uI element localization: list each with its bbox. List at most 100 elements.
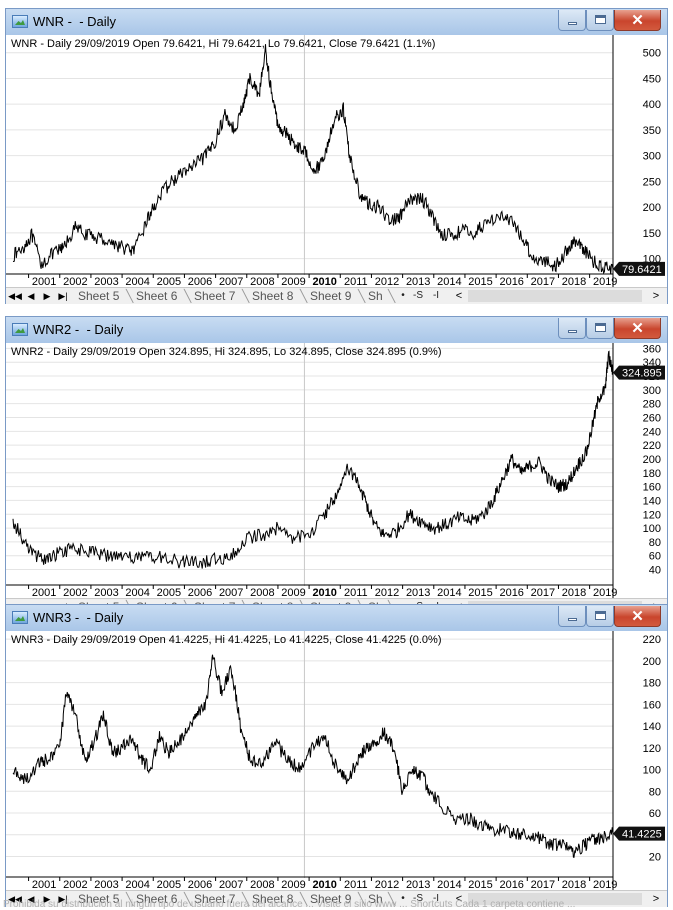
tab-separator: ╲ xyxy=(388,892,396,906)
x-tick-label: 2002 xyxy=(63,587,87,598)
close-button[interactable]: ✕ xyxy=(614,606,661,627)
sheet-tab-bar[interactable]: ◀◀◀▶▶|Sheet 5╲Sheet 6╲Sheet 7╲Sheet 8╲Sh… xyxy=(6,890,667,907)
y-tick-label: 200 xyxy=(643,656,661,668)
sheet-dot-button[interactable]: • xyxy=(401,893,405,904)
x-tick-label: 2007 xyxy=(219,587,243,598)
y-tick-label: 220 xyxy=(643,440,661,452)
window-title: WNR - - Daily xyxy=(33,14,117,29)
sheet-tab[interactable]: Sheet 8 xyxy=(252,289,294,303)
close-button[interactable]: ✕ xyxy=(614,10,661,31)
window-title: WNR3 - - Daily xyxy=(33,610,124,625)
minimize-button[interactable] xyxy=(558,318,586,339)
tab-separator: ╲ xyxy=(126,289,134,303)
last-sheet-button[interactable]: ▶| xyxy=(58,894,68,904)
sheet-s-button[interactable]: -S xyxy=(413,290,423,301)
sheet-tab[interactable]: Sheet 9 xyxy=(310,892,352,906)
x-tick-label: 2010 xyxy=(312,879,336,890)
x-tick-label: 2008 xyxy=(250,587,274,598)
last-price-label: 41.4225 xyxy=(622,829,662,841)
prev-sheet-button[interactable]: ◀ xyxy=(27,894,35,904)
scroll-right-button[interactable]: > xyxy=(652,290,660,302)
sheet-tab-bar[interactable]: ◀◀◀▶▶|Sheet 5╲Sheet 6╲Sheet 7╲Sheet 8╲Sh… xyxy=(6,287,667,304)
x-tick-label: 2018 xyxy=(562,587,586,598)
sheet-tab[interactable]: Sheet 5 xyxy=(78,892,120,906)
y-tick-label: 220 xyxy=(643,634,661,646)
x-tick-label: 2011 xyxy=(344,587,368,598)
x-tick-label: 2005 xyxy=(157,276,181,287)
sheet-i-button[interactable]: -I xyxy=(432,893,440,904)
first-sheet-button[interactable]: ◀◀ xyxy=(8,291,22,301)
x-tick-label: 2014 xyxy=(437,587,461,598)
y-tick-label: 180 xyxy=(643,678,661,690)
x-tick-label: 2015 xyxy=(468,879,492,890)
x-tick-label: 2016 xyxy=(499,276,523,287)
price-chart[interactable]: 22020018016014012010080604020WNR3 - Dail… xyxy=(6,631,667,890)
y-tick-label: 160 xyxy=(643,482,661,494)
tab-separator: ╲ xyxy=(184,289,192,303)
chart-info-line: WNR - Daily 29/09/2019 Open 79.6421, Hi … xyxy=(11,38,435,50)
x-tick-label: 2007 xyxy=(219,276,243,287)
title-bar[interactable]: WNR3 - - Daily ✕ xyxy=(6,605,667,631)
last-price-label: 79.6421 xyxy=(622,264,662,276)
next-sheet-button[interactable]: ▶ xyxy=(43,291,51,301)
x-tick-label: 2002 xyxy=(63,276,87,287)
y-tick-label: 150 xyxy=(643,228,661,240)
x-tick-label: 2010 xyxy=(312,587,336,598)
scroll-left-button[interactable]: < xyxy=(455,893,463,905)
x-tick-label: 2015 xyxy=(468,276,492,287)
x-tick-label: 2001 xyxy=(32,879,56,890)
title-bar[interactable]: WNR2 - - Daily ✕ xyxy=(6,317,667,343)
chart-window[interactable]: WNR3 - - Daily ✕ 220 200 180 160 140 120 100 80 60… xyxy=(5,604,668,907)
price-chart[interactable]: 500 450 400 350 300 250 200 150 100 WNR - Daily 2… xyxy=(6,35,667,287)
x-tick-label: 2008 xyxy=(250,276,274,287)
maximize-button[interactable] xyxy=(586,606,614,627)
scroll-left-button[interactable]: < xyxy=(455,290,463,302)
sheet-s-button[interactable]: -S xyxy=(413,893,423,904)
last-sheet-button[interactable]: ▶| xyxy=(58,291,68,301)
y-tick-label: 20 xyxy=(649,851,661,863)
prev-sheet-button[interactable]: ◀ xyxy=(27,291,35,301)
chart-info-line: WNR2 - Daily 29/09/2019 Open 324.895, Hi… xyxy=(11,346,442,358)
x-tick-label: 2016 xyxy=(499,587,523,598)
price-chart[interactable]: 3603403203002802602402202001801601401201… xyxy=(6,343,667,598)
sheet-tab[interactable]: Sh xyxy=(368,892,383,906)
sheet-tab[interactable]: Sheet 5 xyxy=(78,289,120,303)
horizontal-scrollbar[interactable] xyxy=(468,290,642,302)
close-button[interactable]: ✕ xyxy=(614,318,661,339)
sheet-tab[interactable]: Sheet 6 xyxy=(136,289,178,303)
sheet-tab[interactable]: Sheet 7 xyxy=(194,892,236,906)
first-sheet-button[interactable]: ◀◀ xyxy=(8,894,22,904)
minimize-icon xyxy=(568,330,577,333)
x-tick-label: 2009 xyxy=(281,879,305,890)
scroll-right-button[interactable]: > xyxy=(652,893,660,905)
maximize-button[interactable] xyxy=(586,318,614,339)
last-price-tag xyxy=(613,365,665,380)
chart-window[interactable]: WNR2 - - Daily ✕ 3603403203002802602402202… xyxy=(5,316,668,615)
minimize-icon xyxy=(568,618,577,621)
maximize-icon xyxy=(595,323,606,332)
sheet-tab[interactable]: Sheet 6 xyxy=(136,892,178,906)
y-tick-label: 120 xyxy=(643,509,661,521)
sheet-i-button[interactable]: -I xyxy=(432,290,440,301)
y-tick-label: 250 xyxy=(643,176,661,188)
horizontal-scrollbar[interactable] xyxy=(468,893,642,905)
maximize-button[interactable] xyxy=(586,10,614,31)
chart-window[interactable]: WNR - - Daily ✕ 500 450 400 350 300 250 200 150 10… xyxy=(5,8,668,304)
x-tick-label: 2003 xyxy=(94,879,118,890)
next-sheet-button[interactable]: ▶ xyxy=(43,894,51,904)
minimize-button[interactable] xyxy=(558,606,586,627)
maximize-icon xyxy=(595,15,606,24)
sheet-tab[interactable]: Sheet 7 xyxy=(194,289,236,303)
minimize-button[interactable] xyxy=(558,10,586,31)
sheet-dot-button[interactable]: • xyxy=(401,290,405,301)
sheet-tab[interactable]: Sheet 8 xyxy=(252,892,294,906)
y-tick-label: 300 xyxy=(643,151,661,163)
tab-separator: ╲ xyxy=(300,289,308,303)
window-title: WNR2 - - Daily xyxy=(33,322,124,337)
sheet-tab[interactable]: Sh xyxy=(368,289,383,303)
sheet-tab[interactable]: Sheet 9 xyxy=(310,289,352,303)
chart-app-icon xyxy=(12,323,28,336)
tab-separator: ╲ xyxy=(358,892,366,906)
tab-separator: ╲ xyxy=(242,892,250,906)
title-bar[interactable]: WNR - - Daily ✕ xyxy=(6,9,667,35)
